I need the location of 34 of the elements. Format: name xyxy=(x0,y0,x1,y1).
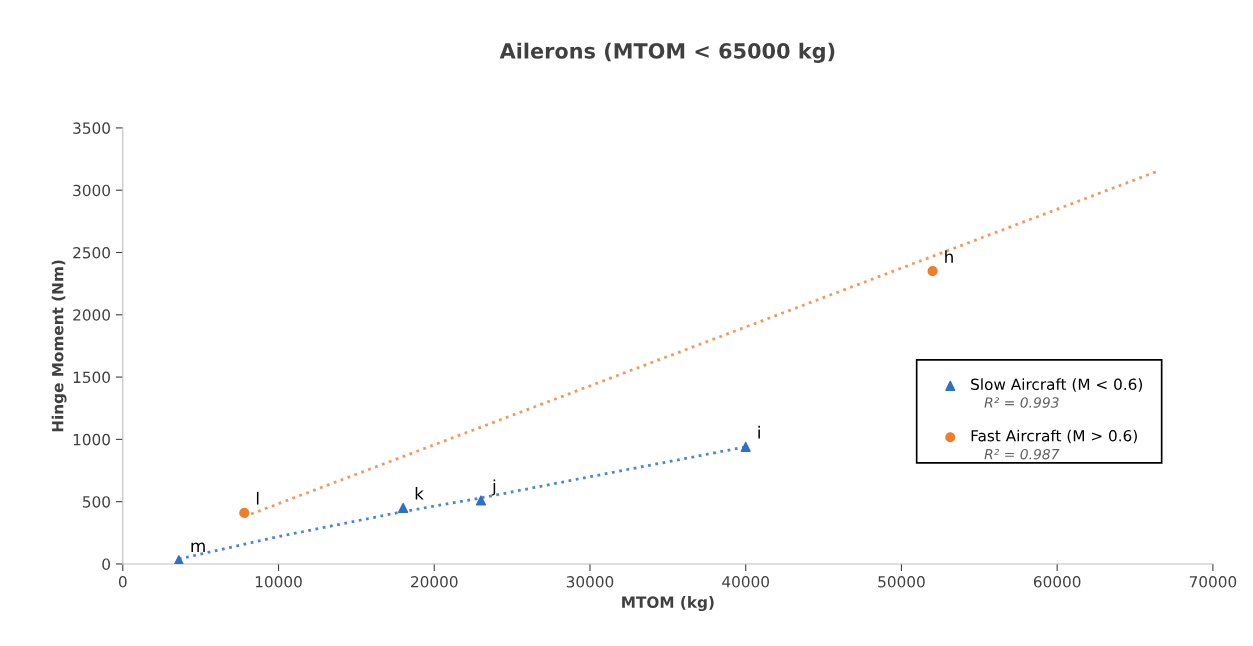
annotation: h xyxy=(945,250,953,263)
y-tick-label: 3500 xyxy=(73,122,110,134)
y-tick-label: 1000 xyxy=(73,433,110,446)
x-tick-label: 20000 xyxy=(411,576,458,588)
y-tick-label: 2500 xyxy=(73,246,110,259)
annotation: j xyxy=(491,479,496,496)
point xyxy=(927,266,938,277)
y-tick-label: 3000 xyxy=(73,184,110,197)
x-tick-label: 40000 xyxy=(722,576,769,588)
x-tick-label: 50000 xyxy=(878,576,925,588)
y-tick-label: 0 xyxy=(102,558,110,570)
point xyxy=(398,502,409,513)
x-axis-title: MTOM (kg) xyxy=(622,596,714,612)
x-tick-label: 30000 xyxy=(566,576,614,588)
x-tick-label: 70000 xyxy=(1189,576,1237,588)
annotation: l xyxy=(256,491,259,505)
y-tick-label: 500 xyxy=(83,496,110,508)
y-tick-label: 1500 xyxy=(73,371,110,384)
annotation: R² = 0.993 xyxy=(984,397,1059,408)
y-tick-label: 2000 xyxy=(73,309,110,321)
point xyxy=(740,441,751,452)
x-tick-label: 0 xyxy=(118,576,127,588)
x-tick-label: 60000 xyxy=(1033,576,1081,588)
y-axis-title: Hinge Moment (Nm) xyxy=(51,260,67,432)
legend-label: Fast Aircraft (M > 0.6) xyxy=(971,429,1137,444)
annotation: R² = 0.987 xyxy=(984,448,1060,460)
point xyxy=(239,507,250,518)
annotation: m xyxy=(191,542,205,552)
x-tick-label: 10000 xyxy=(255,576,302,588)
annotation: k xyxy=(415,486,424,500)
chart-title: Ailerons (MTOM < 65000 kg) xyxy=(499,42,835,63)
point xyxy=(475,495,487,506)
annotation: i xyxy=(758,425,760,439)
legend-label: Slow Aircraft (M < 0.6) xyxy=(971,378,1143,392)
